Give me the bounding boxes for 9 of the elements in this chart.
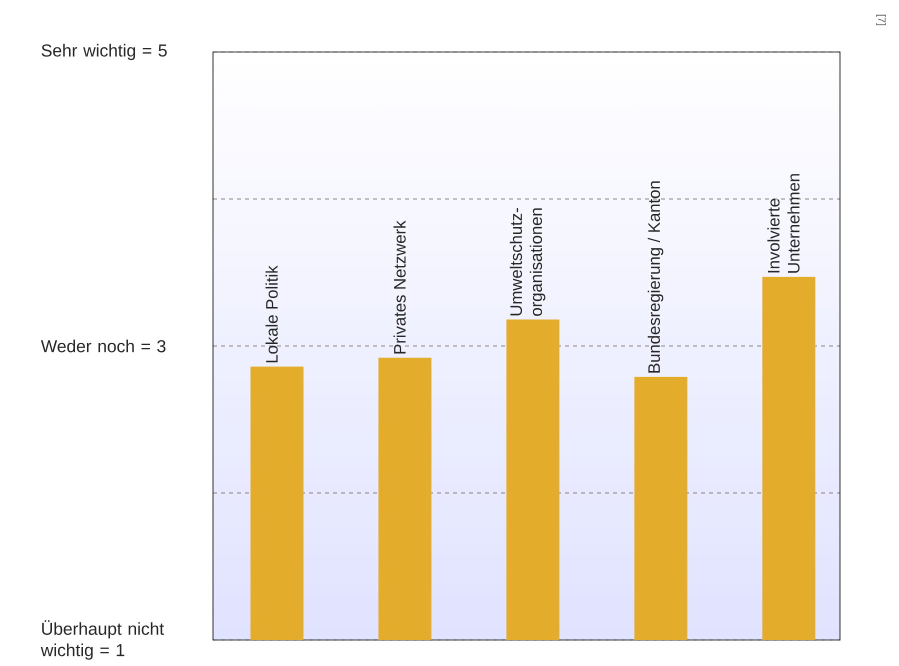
text: [7]	[876, 14, 886, 26]
x-tick-label: Lokale Politik	[266, 265, 278, 362]
x-tick-label: Privates Netzwerk	[393, 220, 406, 354]
x-tick-label: Involvierte Unternehmen	[767, 174, 800, 273]
x-tick-label: Bundesregierung / Kanton	[648, 181, 664, 373]
y-tick-label: Überhaupt nicht wichtig = 1	[40, 620, 164, 660]
x-tick-label: Umweltschutz-organisationen	[510, 208, 546, 316]
y-tick-label: Sehr wichtig = 5	[42, 44, 167, 60]
y-tick-label: Weder noch = 3	[40, 340, 166, 352]
